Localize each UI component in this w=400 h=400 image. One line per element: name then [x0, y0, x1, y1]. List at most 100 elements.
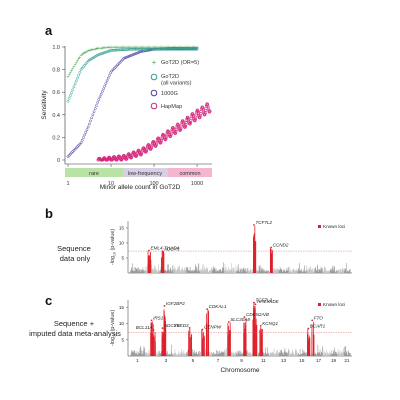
snp-point [222, 272, 223, 273]
snp-point [308, 272, 310, 273]
snp-point [303, 353, 305, 356]
snp-point [221, 353, 223, 356]
snp-point [193, 270, 195, 273]
snp-point [317, 344, 319, 356]
data-point [76, 76, 79, 80]
snp-point [341, 353, 343, 356]
data-point: + [103, 46, 106, 52]
snp-point [297, 354, 299, 356]
snp-point [349, 355, 350, 356]
chromosome-6-points [199, 263, 213, 273]
snp-point [312, 353, 313, 356]
snp-point [207, 352, 208, 356]
snp-point [288, 267, 290, 273]
snp-point [242, 355, 244, 356]
snp-point [134, 354, 136, 356]
snp-point [165, 325, 167, 356]
data-point [67, 96, 71, 100]
snp-point [169, 271, 171, 273]
snp-point [243, 322, 245, 356]
chromosome-17-points [314, 264, 324, 273]
snp-point [317, 352, 319, 356]
chromosome-20-points [337, 268, 344, 273]
snp-point [321, 352, 322, 356]
snp-point [285, 351, 286, 356]
data-point: + [87, 49, 90, 55]
snp-point [139, 269, 140, 273]
snp-point [181, 354, 183, 356]
snp-point [132, 263, 134, 273]
snp-point [155, 355, 157, 356]
snp-point [206, 267, 208, 273]
data-point: + [109, 45, 112, 51]
snp-point [222, 268, 223, 273]
snp-point [306, 354, 308, 356]
snp-point [342, 269, 344, 273]
snp-point [178, 353, 180, 356]
data-point: + [174, 45, 177, 51]
snp-point [334, 353, 336, 356]
data-point: + [164, 45, 167, 51]
snp-point [319, 354, 320, 356]
snp-point [344, 352, 345, 356]
snp-point [187, 354, 188, 356]
chromosome-11-points [258, 265, 270, 273]
snp-point [231, 263, 232, 273]
snp-point [172, 353, 173, 356]
snp-point [274, 268, 276, 273]
snp-point [235, 271, 237, 273]
snp-point [213, 352, 215, 356]
snp-point [221, 272, 222, 273]
snp-point [158, 352, 160, 356]
snp-point [208, 272, 209, 273]
snp-point [131, 355, 132, 356]
snp-point [309, 269, 311, 273]
gene-label: KCNQ1 [262, 321, 278, 326]
panel-c-y-ticks: 5 10 15 [119, 305, 128, 342]
snp-point [306, 265, 308, 273]
snp-point [258, 265, 260, 273]
snp-point [187, 267, 189, 273]
snp-point [174, 349, 176, 356]
chromosome-13-points [278, 267, 289, 273]
snp-point [220, 271, 222, 273]
snp-point [276, 351, 278, 356]
data-point: + [129, 45, 132, 51]
snp-point [251, 271, 252, 273]
snp-point [204, 266, 205, 273]
snp-point [291, 354, 292, 356]
snp-point [222, 352, 224, 356]
snp-point [327, 352, 329, 356]
snp-point [181, 270, 183, 273]
snp-point [336, 271, 337, 273]
snp-point [204, 348, 206, 356]
snp-point [268, 271, 270, 273]
snp-point [130, 355, 132, 356]
snp-point [335, 272, 337, 273]
data-point: + [147, 45, 150, 51]
snp-point [172, 265, 174, 273]
snp-point [320, 354, 321, 356]
snp-point [218, 270, 219, 273]
snp-point [285, 271, 287, 273]
peak-top-point [307, 327, 310, 330]
snp-point [307, 338, 309, 356]
snp-point [323, 354, 325, 356]
snp-point [251, 272, 253, 273]
snp-point [133, 350, 135, 356]
data-point [188, 120, 193, 125]
snp-point [245, 318, 247, 356]
snp-point [213, 271, 215, 273]
snp-point [332, 270, 333, 273]
snp-point [331, 272, 333, 273]
snp-point [166, 352, 167, 356]
snp-point [337, 349, 339, 356]
snp-point [292, 270, 293, 273]
peak-top-point [152, 329, 155, 332]
data-point: + [194, 45, 197, 51]
snp-point [285, 355, 286, 356]
snp-point [163, 311, 165, 356]
data-point [198, 115, 202, 119]
snp-point [300, 271, 301, 273]
